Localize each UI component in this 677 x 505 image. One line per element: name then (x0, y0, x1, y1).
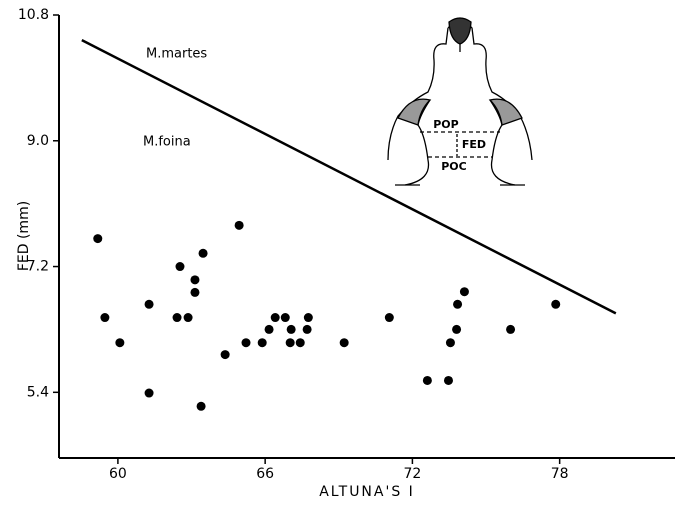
y-tick-label: 7.2 (27, 259, 49, 275)
point (452, 324, 462, 334)
point (196, 401, 206, 411)
inset-label: POC (441, 160, 467, 173)
point (144, 388, 154, 398)
point (234, 220, 244, 230)
point (241, 338, 251, 348)
y-axis-label: FED (mm) (16, 201, 32, 271)
x-tick-label: 60 (109, 466, 127, 482)
x-tick-label: 78 (551, 466, 569, 482)
skull-diagram (387, 17, 533, 186)
point (303, 313, 313, 323)
annotation: M.foina (143, 135, 191, 150)
point (453, 299, 463, 309)
point (459, 287, 469, 297)
point (220, 350, 230, 360)
point (445, 338, 455, 348)
point (183, 313, 193, 323)
point (302, 324, 312, 334)
point (384, 313, 394, 323)
point (190, 275, 200, 285)
point (190, 287, 200, 297)
point (93, 234, 103, 244)
point (422, 375, 432, 385)
point (175, 262, 185, 272)
point (295, 338, 305, 348)
point (339, 338, 349, 348)
x-axis-label: ALTUNA'S I (319, 484, 415, 500)
annotation: M.martes (146, 47, 207, 62)
x-tick-label: 72 (403, 466, 421, 482)
point (115, 338, 125, 348)
y-tick-label: 5.4 (27, 384, 49, 400)
point (506, 324, 516, 334)
point (100, 313, 110, 323)
y-tick-label: 9.0 (27, 133, 49, 149)
point (285, 338, 295, 348)
boundary-line (81, 39, 617, 315)
point (257, 338, 267, 348)
point (144, 299, 154, 309)
x-tick-label: 66 (256, 466, 274, 482)
point (286, 324, 296, 334)
point (443, 375, 453, 385)
point (172, 313, 182, 323)
inset-label: POP (433, 118, 458, 131)
y-tick-label: 10.8 (18, 7, 49, 23)
point (280, 313, 290, 323)
point (264, 324, 274, 334)
point (551, 299, 561, 309)
point (198, 248, 208, 258)
point (270, 313, 280, 323)
inset-label: FED (462, 138, 486, 151)
